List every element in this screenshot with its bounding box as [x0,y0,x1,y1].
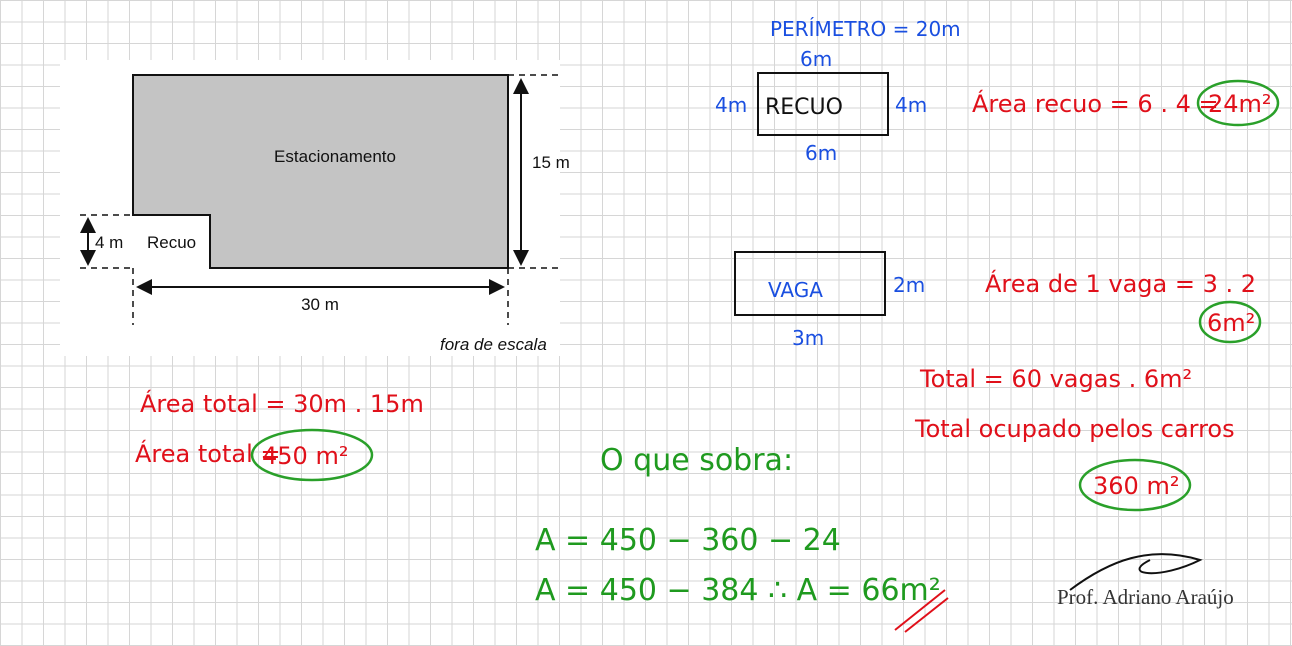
signature: Prof. Adriano Araújo [1057,553,1234,609]
box-label: VAGA [768,278,823,302]
equation: A = 450 − 360 − 24 [535,523,841,558]
heading: O que sobra: [600,443,793,478]
result: 24m² [1208,90,1272,118]
expression: Área de 1 vaga = 3 . 2 [985,269,1256,298]
result: 360 m² [1093,472,1179,500]
side-label: 6m [805,141,837,165]
result: 450 m² [262,442,348,470]
side-label: 2m [893,273,925,297]
result: 6m² [1207,309,1255,337]
perimeter: PERÍMETRO = 20m [770,17,961,41]
vaga-sketch: VAGA 2m 3m [734,251,925,350]
side-label: 4m [715,93,747,117]
scale-note: fora de escala [440,335,547,354]
side-label: 3m [792,326,824,350]
side-label: 6m [800,47,832,71]
recuo-sketch: PERÍMETRO = 20m 6m 4m RECUO 4m 6m [715,17,961,165]
width-label: 30 m [301,295,339,314]
recuo-height: 4 m [95,233,123,252]
height-label: 15 m [532,153,570,172]
calculations: Área recuo = 6 . 4 = 24m² Área de 1 vaga… [135,79,1280,633]
expression: Área recuo = 6 . 4 = [972,89,1219,118]
expression: Área total = 30m . 15m [140,389,424,418]
expression: Total ocupado pelos carros [914,415,1235,443]
recuo-label: Recuo [147,233,196,252]
side-label: 4m [895,93,927,117]
figure: Estacionamento 15 m 4 m Recuo 30 m fora … [60,60,570,356]
box-label: RECUO [765,95,843,120]
signature-text: Prof. Adriano Araújo [1057,585,1234,609]
expression: Total = 60 vagas . 6m² [919,365,1192,393]
equation: A = 450 − 384 ∴ A = 66m² [535,573,941,608]
figure-title: Estacionamento [274,147,396,166]
